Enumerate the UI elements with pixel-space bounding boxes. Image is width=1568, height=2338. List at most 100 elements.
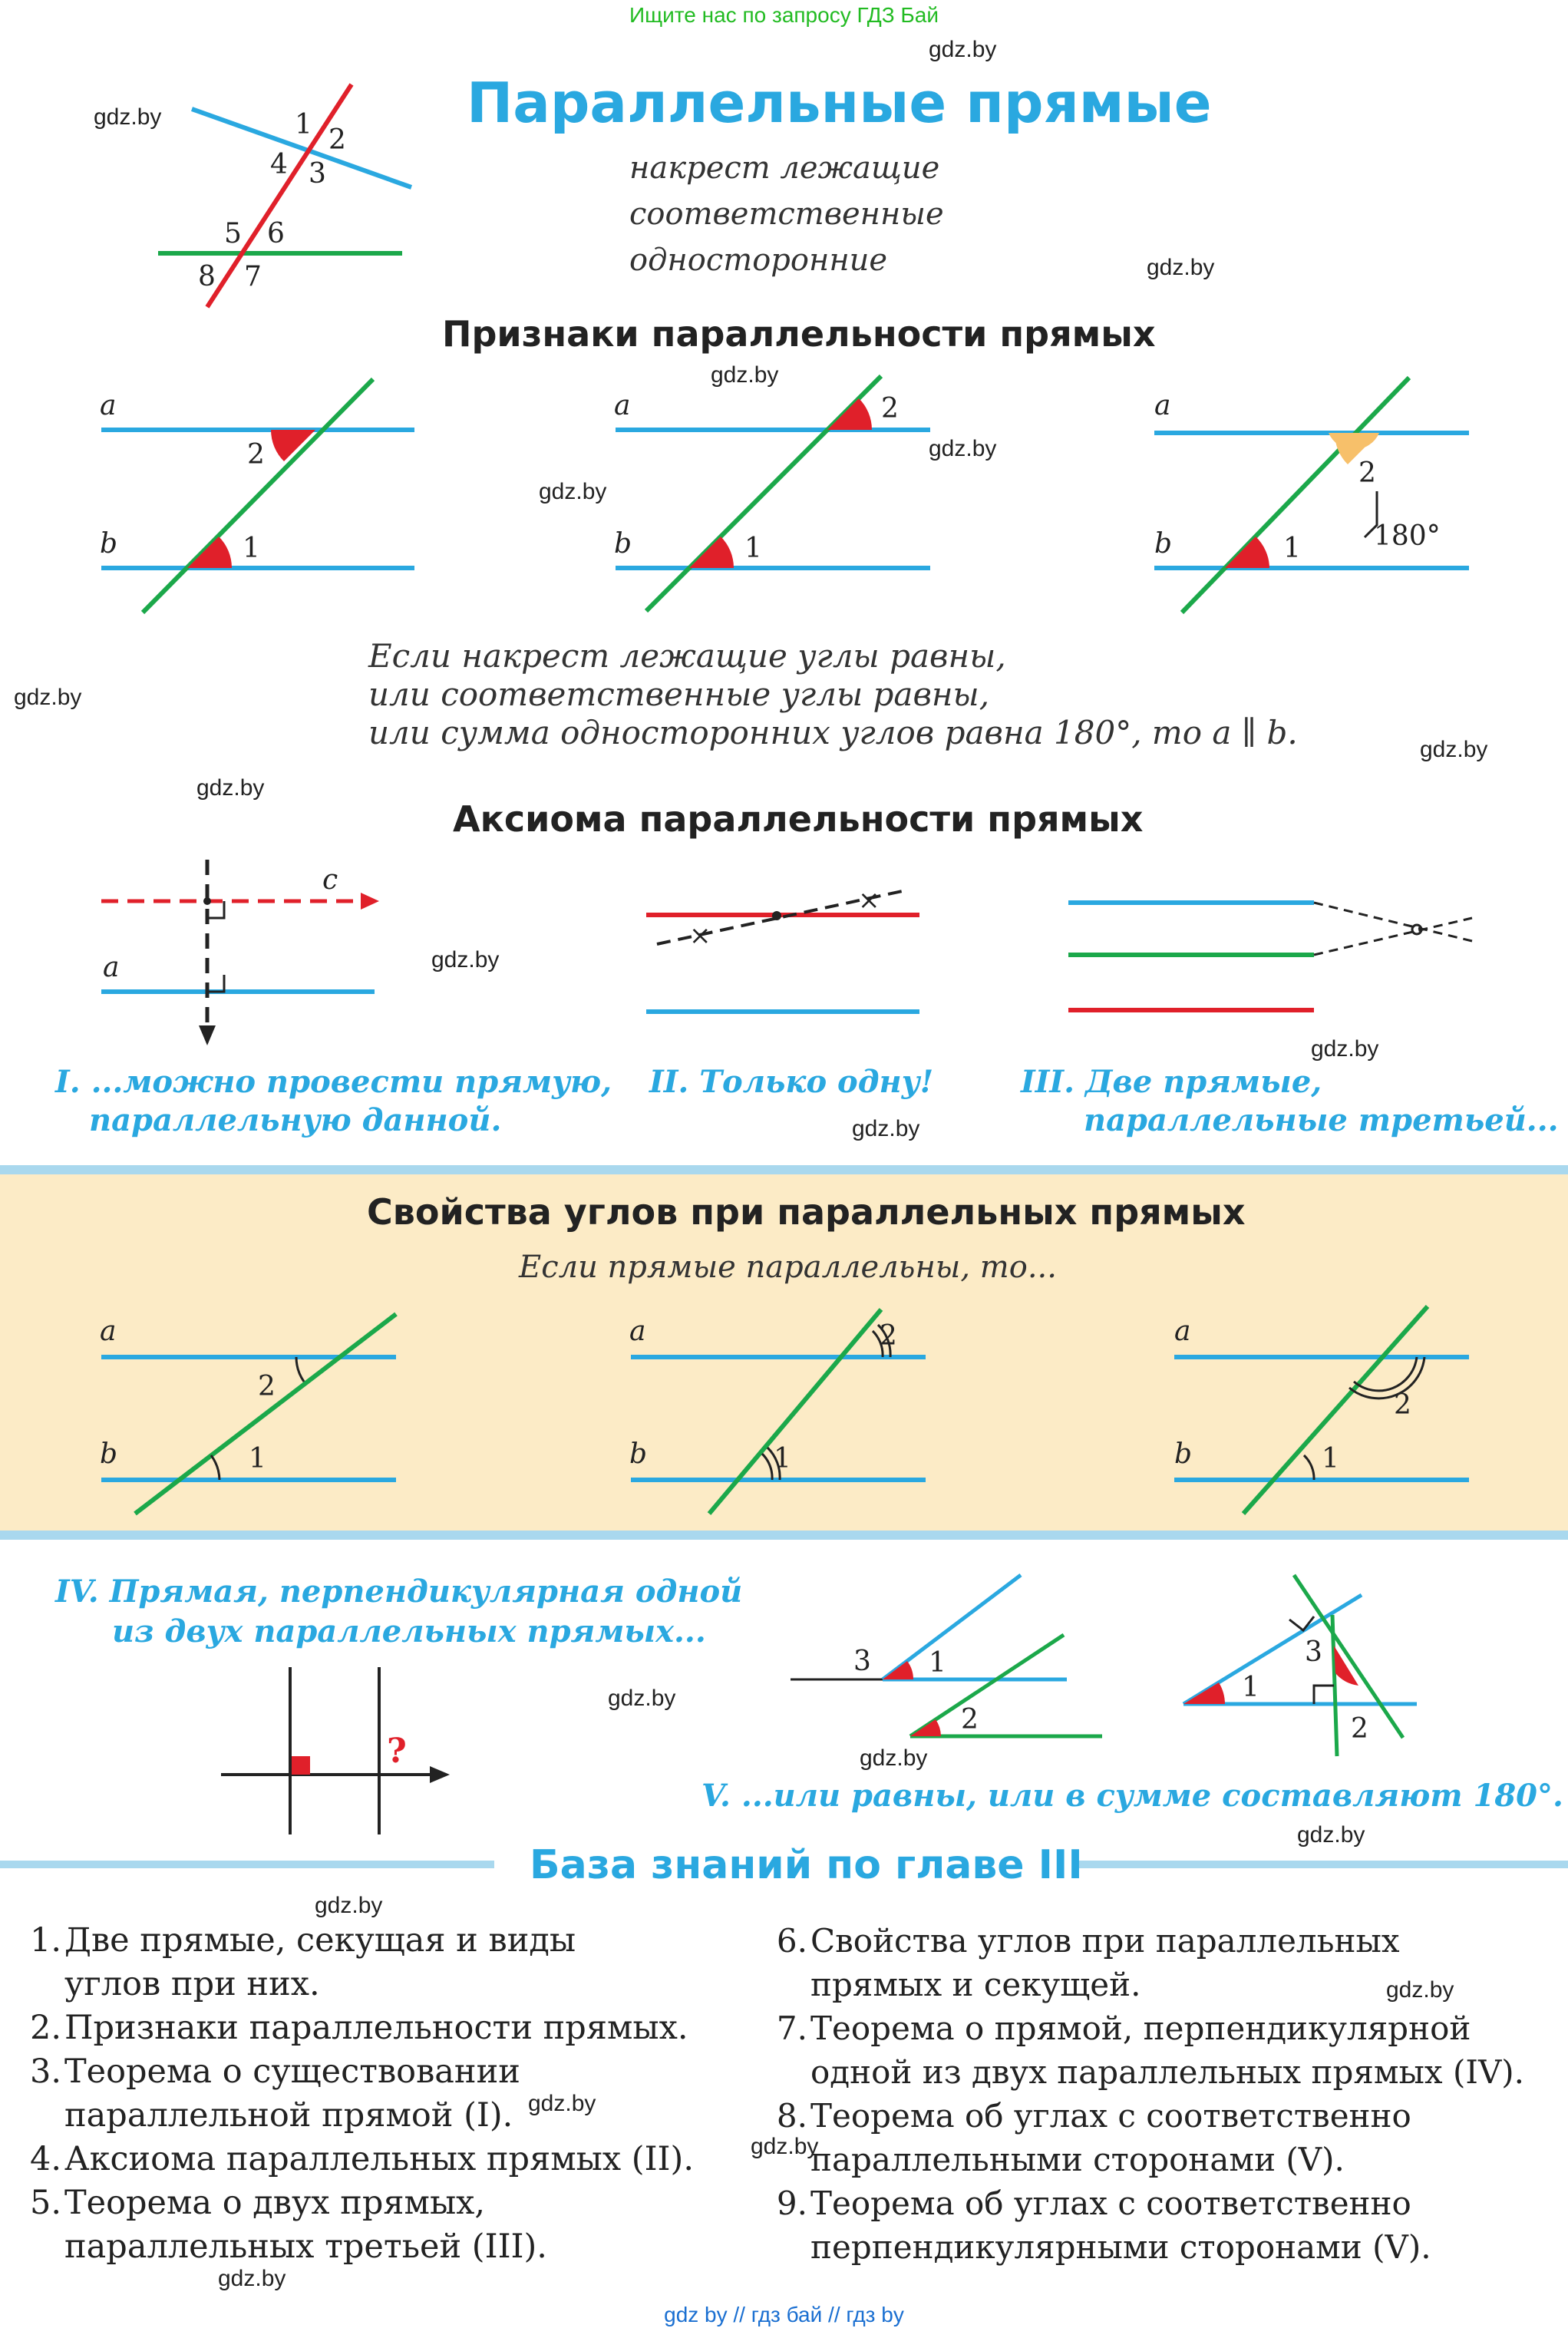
- angle-1-arc: [210, 1455, 221, 1481]
- parallel-sides-diagram: 1 2 3: [791, 1574, 1102, 1739]
- perp-caption-line-1: IV. Прямая, перпендикулярная одной: [55, 1574, 743, 1610]
- side-ray-green-2: [1330, 1614, 1339, 1757]
- list-item: 1.Две прямые, секущая и виды углов при н…: [21, 1919, 694, 2006]
- list-item-number: 8.: [776, 2097, 807, 2135]
- list-item-text: Теорема об углах с соответственно: [810, 2184, 1411, 2222]
- list-item-text: Свойства углов при параллельных: [810, 1922, 1400, 1960]
- knowledge-list-right: 6.Свойства углов при параллельных прямых…: [767, 1919, 1524, 2269]
- right-angle-bottom: [207, 975, 226, 993]
- watermark: gdz.by: [196, 775, 265, 801]
- list-item-text: Аксиома параллельных прямых (II).: [64, 2140, 694, 2178]
- list-item-text: Теорема о существовании: [64, 2052, 520, 2091]
- watermark: gdz.by: [1297, 1822, 1365, 1848]
- list-item-text: Теорема о двух прямых,: [64, 2184, 486, 2222]
- side-ray-green-slanted: [909, 1633, 1065, 1739]
- angle-type-corresponding: соответственные: [629, 196, 944, 232]
- watermark: gdz.by: [315, 1893, 383, 1918]
- perpendicular-diagram: ?: [221, 1667, 450, 1834]
- intro-blue-line: [190, 107, 413, 190]
- label-a: a: [103, 952, 119, 983]
- watermark: gdz.by: [1147, 255, 1215, 280]
- line-c-arrow: [361, 893, 379, 910]
- watermark: gdz.by: [1420, 737, 1488, 762]
- side-ray-blue: [881, 1574, 1022, 1681]
- axiom-caption-1-line-2: параллельную данной.: [89, 1102, 502, 1138]
- knowledge-rule-left: [0, 1861, 494, 1868]
- top-search-link[interactable]: Ищите нас по запросу ГДЗ Бай: [629, 3, 939, 27]
- watermark: gdz.by: [1386, 1977, 1454, 2003]
- list-item-text: параллельными сторонами (V).: [810, 2141, 1345, 2178]
- watermark: gdz.by: [929, 37, 997, 62]
- watermark: gdz.by: [711, 362, 779, 388]
- sum-label: 180°: [1374, 520, 1441, 552]
- cross-mark: ×: [689, 920, 711, 951]
- label-c: c: [322, 864, 338, 896]
- side-ray-green-1: [1292, 1574, 1405, 1739]
- axiom-heading: Аксиома параллельности прямых: [453, 798, 1144, 840]
- transversal: [140, 377, 375, 615]
- list-item: 2.Признаки параллельности прямых.: [21, 2006, 694, 2050]
- axiom-diagram-third: [1068, 900, 1473, 1012]
- list-item: 8.Теорема об углах с соответственно пара…: [767, 2094, 1524, 2181]
- list-item-text: Теорема об углах с соответственно: [810, 2097, 1411, 2135]
- angle-2-marker: [910, 1719, 941, 1736]
- axiom-caption-3-line-1: III. Две прямые,: [1021, 1064, 1322, 1100]
- angles-sides-caption: V. ...или равны, или в сумме составляют …: [701, 1778, 1563, 1814]
- section-divider: [0, 1165, 1568, 1174]
- angle-1-marker: [1183, 1683, 1225, 1704]
- intro-label-2: 2: [328, 124, 346, 156]
- angle-1-label: 1: [929, 1647, 946, 1679]
- list-item: 4.Аксиома параллельных прямых (II).: [21, 2138, 694, 2181]
- intro-label-5: 5: [224, 218, 242, 249]
- angle-2-marker: [1334, 1646, 1358, 1686]
- label-a: a: [1174, 1316, 1190, 1347]
- transversal: [1180, 375, 1411, 615]
- angle-2-label: 2: [961, 1704, 979, 1735]
- knowledge-rule-right: [1073, 1861, 1568, 1868]
- cross-mark: ×: [858, 885, 880, 916]
- watermark: gdz.by: [608, 1686, 676, 1711]
- label-a: a: [614, 390, 630, 421]
- angle-2-label: 2: [247, 439, 265, 471]
- list-item: 9.Теорема об углах с соответственно перп…: [767, 2181, 1524, 2269]
- angle-1-label: 1: [249, 1443, 266, 1474]
- watermark: gdz.by: [14, 685, 82, 710]
- axiom-diagram-unique: × ×: [646, 885, 919, 1014]
- point: [772, 911, 781, 920]
- watermark: gdz.by: [852, 1116, 920, 1141]
- angle-1-label: 1: [1283, 533, 1301, 564]
- knowledge-heading: База знаний по главе III: [530, 1842, 1083, 1888]
- properties-band: [0, 1174, 1568, 1532]
- angle-1-marker: [883, 1661, 913, 1679]
- list-item-number: 5.: [29, 2184, 61, 2222]
- list-item-text: Признаки параллельности прямых.: [64, 2009, 688, 2047]
- list-item-number: 6.: [776, 1922, 807, 1960]
- horizontal-arrow: [430, 1766, 450, 1783]
- label-a: a: [100, 1316, 116, 1347]
- perpendicular-sides-diagram: 1 2 3: [1182, 1574, 1417, 1757]
- angle-1-label: 1: [1242, 1672, 1259, 1703]
- angle-1-arc: [761, 1452, 774, 1481]
- properties-subheading: Если прямые параллельны, то...: [519, 1250, 1057, 1285]
- label-a: a: [100, 390, 116, 421]
- signs-text-line-1: Если накрест лежащие углы равны,: [368, 637, 1006, 675]
- angle-2-label: 2: [1351, 1713, 1368, 1745]
- signs-heading: Признаки параллельности прямых: [442, 313, 1156, 355]
- list-item-text: Теорема о прямой, перпендикулярной: [810, 2009, 1471, 2047]
- right-angle-top: [1289, 1616, 1315, 1633]
- page-title: Параллельные прямые: [467, 71, 1212, 135]
- angle-3-label: 3: [853, 1646, 871, 1677]
- intro-label-3: 3: [309, 158, 326, 190]
- intro-angles-diagram: 1 2 3 4 5 6 7 8: [158, 83, 413, 309]
- intro-label-1: 1: [295, 109, 312, 140]
- label-b: b: [629, 1438, 647, 1470]
- footer-links[interactable]: gdz by // гдз бай // гдз by: [664, 2303, 904, 2326]
- label-b: b: [614, 528, 632, 560]
- angle-1-marker: [689, 537, 734, 568]
- angle-2-marker: [827, 398, 872, 430]
- watermark: gdz.by: [751, 2134, 819, 2159]
- list-item: 5.Теорема о двух прямых, параллельных тр…: [21, 2181, 694, 2269]
- section-divider: [0, 1531, 1568, 1540]
- properties-diagram-corresponding: a b 1 2: [629, 1308, 926, 1515]
- list-item: 3.Теорема о существовании параллельной п…: [21, 2050, 694, 2138]
